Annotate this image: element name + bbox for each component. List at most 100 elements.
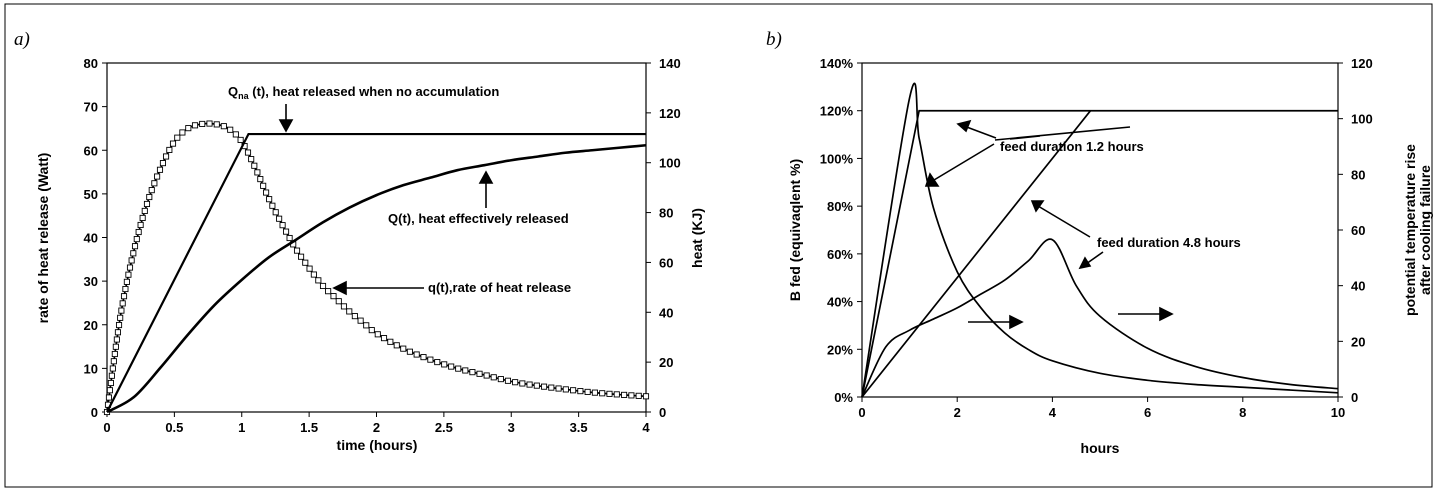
panel-a-series-0-marker (380, 335, 388, 342)
panel-a-series-0-marker (133, 236, 140, 243)
panel-a-series-0-marker (169, 140, 177, 147)
panel-a-series-0-marker (635, 392, 642, 399)
panel-a-y2-tick-label: 80 (659, 206, 673, 221)
panel-a-series-0-marker (577, 388, 584, 395)
arrow-plateau-head (956, 119, 972, 133)
panel-b-series-1-line (861, 110, 1092, 398)
panel-a-y2-tick-label: 60 (659, 255, 673, 270)
panel-a-series-0-marker (227, 126, 234, 133)
panel-b: b) 0 2 4 6 8 100%20%40%60%80%100%120%140%0204… (766, 29, 1433, 456)
panel-a-series-0-marker (130, 250, 137, 257)
panel-a-y2-tick-label: 120 (659, 106, 681, 121)
panel-a-series-0-marker (368, 327, 375, 334)
panel-a-series-0-marker (504, 377, 512, 384)
figure-frame (4, 3, 1433, 488)
panel-a-series-0-marker (156, 166, 164, 173)
panel-a-x-tick-label: 3 (508, 420, 515, 435)
panel-a-series-0-marker (351, 313, 358, 320)
panel-b-y-tick-label: 100% (820, 151, 854, 166)
panel-a-series-0-marker (251, 162, 258, 169)
panel-a-series-0-marker (120, 293, 128, 300)
panel-a-series-0-marker (548, 384, 555, 391)
panel-a-series-0-marker (248, 156, 255, 163)
panel-a-x-tick-label: 1.5 (300, 420, 318, 435)
panel-b-x-tick-label: 10 (1331, 405, 1345, 420)
panel-a-label: a) (14, 29, 30, 50)
panel-a-series-0-marker (263, 189, 270, 196)
arrow-right-1-head (1009, 314, 1024, 330)
panel-b-y2-tick-label: 120 (1351, 56, 1373, 71)
panel-a-series-0-marker (111, 350, 118, 358)
arrow-plateau (963, 125, 997, 139)
panel-a-y-tick-label: 0 (91, 405, 98, 420)
panel-a-y-tick-label: 40 (84, 231, 98, 246)
arrow-feed48-secondary-head (1078, 256, 1092, 270)
panel-a-x-tick-label: 0.5 (165, 420, 183, 435)
panel-b-arrows (924, 126, 1174, 330)
panel-a-series-0-marker (148, 187, 155, 194)
panel-a-series-0-marker (319, 282, 327, 290)
panel-a-series-0-marker (599, 390, 606, 397)
panel-a-series-0-marker (293, 247, 301, 254)
panel-a-annotation-q: Q(t), heat effectively released (388, 211, 569, 226)
panel-a-series-0-marker (162, 153, 170, 160)
panel-a-series-0-marker (254, 169, 261, 176)
panel-a-series-0-marker (374, 331, 381, 338)
panel-a-y-tick-label: 70 (84, 100, 98, 115)
arrow-right-2-head (1159, 306, 1174, 322)
arrow-feed48-main (1037, 205, 1091, 238)
panel-b-y-tick-label: 80% (827, 199, 853, 214)
panel-a-series-0-marker (113, 336, 120, 343)
panel-b-series-2-line (861, 82, 1339, 398)
panel-a-series-0-marker (476, 370, 483, 377)
panel-a-series-0-marker (191, 122, 199, 129)
panel-a-series-0-marker (146, 193, 153, 201)
panel-a-series-0-line (106, 122, 647, 413)
panel-a-series-0-marker (107, 379, 114, 387)
panel-b-x-tick-label: 8 (1239, 405, 1246, 420)
panel-b-plateau-arrow (956, 119, 997, 139)
panel-a-series-0-marker (154, 173, 161, 180)
panel-a-series-0-marker (166, 146, 173, 153)
panel-a-arrows (278, 104, 494, 296)
panel-a-series-0-marker (642, 393, 650, 400)
panel-a-x-tick-label: 1 (238, 420, 245, 435)
panel-b-y-tick-label: 20% (827, 342, 853, 357)
panel-a-series-0-marker (260, 182, 267, 189)
panel-b-y2-tick-label: 40 (1351, 279, 1365, 294)
panel-b-series (861, 82, 1339, 398)
panel-a-series-0-marker (269, 202, 276, 209)
panel-a-series-0-marker (151, 180, 158, 187)
panel-b-annotation-feed-4-8: feed duration 4.8 hours (1097, 235, 1241, 250)
panel-a-series-0-marker (427, 356, 434, 363)
arrow-feed12-to-line-shaft (1009, 135, 1041, 140)
panel-a-series-0-marker (357, 317, 364, 324)
panel-a-series-0-marker (185, 125, 192, 132)
panel-a-series-0-marker (628, 392, 635, 399)
panel-a-annotation-qna: Qna (t), heat released when no accumulat… (228, 84, 499, 101)
panel-a-series (103, 120, 650, 416)
panel-b-plot-area (861, 62, 1339, 398)
panel-a-series-0-marker (302, 259, 309, 266)
panel-b-y2-tick-label: 80 (1351, 167, 1365, 182)
panel-a-series-0-marker (448, 363, 455, 370)
panel-a-series-0-marker (570, 387, 577, 394)
panel-b-y-tick-label: 140% (820, 56, 854, 71)
panel-a-x-tick-label: 4 (642, 420, 650, 435)
panel-a-series-0-marker (232, 131, 239, 138)
panel-a-series-0-marker (335, 298, 342, 305)
panel-a-series-0-marker (105, 394, 113, 401)
panel-a-series-0-marker (108, 372, 115, 379)
panel-b-y2-tick-label: 20 (1351, 334, 1365, 349)
panel-a-series-0-marker (106, 387, 113, 394)
panel-a-series-0-marker (330, 293, 337, 300)
panel-a-y2-tick-label: 140 (659, 56, 681, 71)
panel-a-series-0-marker (125, 271, 132, 278)
panel-a-y2-axis-title: heat (KJ) (689, 208, 705, 268)
panel-a-series-0-marker (497, 376, 504, 383)
panel-b-y-tick-label: 40% (827, 295, 853, 310)
qna-description: (t), heat released when no accumulation (249, 84, 500, 99)
panel-a-series-0-marker (526, 381, 533, 388)
panel-b-y-axis-title: B fed (equivaqlent %) (787, 159, 803, 301)
panel-b-x-tick-label: 2 (954, 405, 961, 420)
